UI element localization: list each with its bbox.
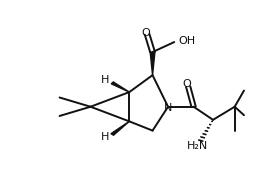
Text: H: H (101, 75, 109, 85)
Polygon shape (111, 82, 129, 92)
Text: H: H (101, 132, 109, 142)
Text: OH: OH (178, 36, 195, 46)
Text: N: N (164, 103, 172, 113)
Text: H₂N: H₂N (187, 141, 208, 151)
Text: O: O (141, 28, 150, 38)
Text: O: O (182, 79, 191, 89)
Polygon shape (111, 121, 129, 135)
Polygon shape (150, 52, 155, 75)
